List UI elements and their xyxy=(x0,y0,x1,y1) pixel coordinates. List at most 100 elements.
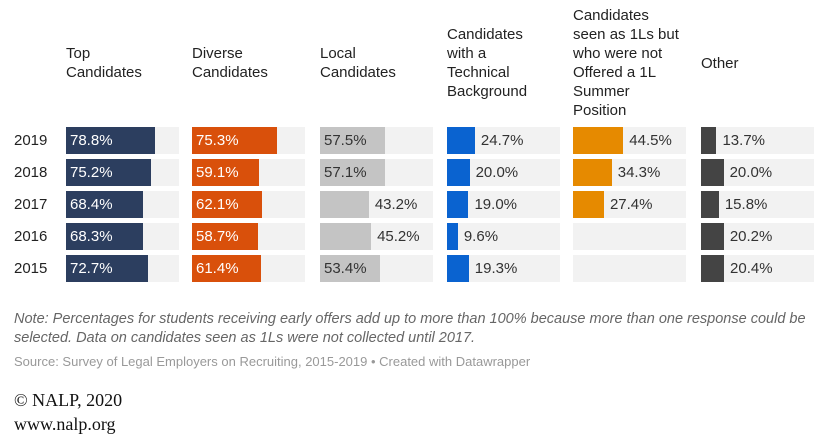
bar-track: 34.3% xyxy=(573,159,686,186)
value-label: 78.8% xyxy=(70,132,113,149)
bar-track: 57.5% xyxy=(320,127,433,154)
bar xyxy=(447,127,475,154)
copyright: © NALP, 2020 xyxy=(14,390,123,410)
bar xyxy=(320,159,385,186)
website-link[interactable]: www.nalp.org xyxy=(14,414,116,434)
chart-note: Note: Percentages for students receiving… xyxy=(14,311,806,346)
year-label: 2016 xyxy=(14,228,48,245)
value-label: 19.0% xyxy=(474,196,518,213)
value-label: 24.7% xyxy=(480,132,524,149)
value-label: 61.4% xyxy=(196,260,239,277)
bar-track: 61.4% xyxy=(192,255,305,282)
bar xyxy=(192,255,262,282)
bar xyxy=(701,223,724,250)
bar xyxy=(66,255,149,282)
bar xyxy=(701,127,717,154)
bar xyxy=(573,127,624,154)
bar xyxy=(320,127,385,154)
bar-track: 78.8% xyxy=(66,127,179,154)
bar-track: 19.0% xyxy=(447,191,560,218)
bar-track xyxy=(573,223,686,250)
bar-track: 58.7% xyxy=(192,223,305,250)
bar-track: 20.0% xyxy=(701,159,814,186)
column-header: Diverse Candidates xyxy=(192,45,268,81)
value-label: 20.0% xyxy=(475,164,519,181)
bar xyxy=(573,191,604,218)
value-label: 9.6% xyxy=(463,228,499,245)
bar xyxy=(192,191,263,218)
column-header: Candidates seen as 1Ls but who were not … xyxy=(573,7,679,119)
bar-track: 44.5% xyxy=(573,127,686,154)
value-label: 68.3% xyxy=(70,228,113,245)
bar xyxy=(447,255,469,282)
value-label: 45.2% xyxy=(377,228,420,245)
year-label: 2017 xyxy=(14,196,48,213)
bar-track: 20.0% xyxy=(447,159,560,186)
bar-track: 20.2% xyxy=(701,223,814,250)
bar xyxy=(447,191,469,218)
column-header: Candidates with a Technical Background xyxy=(447,26,528,100)
year-label: 2019 xyxy=(14,132,48,149)
bar-track: 68.4% xyxy=(66,191,179,218)
bar-track: 20.4% xyxy=(701,255,814,282)
value-label: 53.4% xyxy=(324,260,367,277)
value-label: 13.7% xyxy=(722,132,766,149)
bar-track: 59.1% xyxy=(192,159,305,186)
value-label: 20.0% xyxy=(729,164,773,181)
value-label: 68.4% xyxy=(70,196,113,213)
bar xyxy=(573,159,612,186)
bar-track: 24.7% xyxy=(447,127,560,154)
value-label: 72.7% xyxy=(70,260,113,277)
value-label: 62.1% xyxy=(196,196,239,213)
bar xyxy=(66,223,144,250)
value-label: 75.3% xyxy=(196,132,239,149)
bar xyxy=(192,223,259,250)
year-label: 2015 xyxy=(14,260,48,277)
bar-track: 43.2% xyxy=(320,191,433,218)
bar xyxy=(447,223,458,250)
value-label: 58.7% xyxy=(196,228,239,245)
value-label: 57.1% xyxy=(324,164,367,181)
value-label: 20.2% xyxy=(729,228,773,245)
bar xyxy=(701,159,724,186)
value-label: 19.3% xyxy=(474,260,518,277)
value-label: 75.2% xyxy=(70,164,113,181)
bar-track: 15.8% xyxy=(701,191,814,218)
chart-source: Source: Survey of Legal Employers on Rec… xyxy=(14,354,531,369)
bar-track: 62.1% xyxy=(192,191,305,218)
bar-track: 19.3% xyxy=(447,255,560,282)
bar xyxy=(701,191,719,218)
bar xyxy=(66,127,156,154)
bar-track: 27.4% xyxy=(573,191,686,218)
column-header: Top Candidates xyxy=(66,45,142,81)
bar xyxy=(66,159,151,186)
bar-track: 68.3% xyxy=(66,223,179,250)
column-header: Local Candidates xyxy=(320,45,396,81)
value-label: 59.1% xyxy=(196,164,239,181)
value-label: 43.2% xyxy=(374,196,418,213)
bar-track: 75.3% xyxy=(192,127,305,154)
bar-track: 13.7% xyxy=(701,127,814,154)
bar xyxy=(701,255,725,282)
bar xyxy=(447,159,470,186)
bar-track: 72.7% xyxy=(66,255,179,282)
bar xyxy=(320,191,369,218)
bar-track: 9.6% xyxy=(447,223,560,250)
value-label: 44.5% xyxy=(629,132,672,149)
bar-track: 45.2% xyxy=(320,223,433,250)
bar xyxy=(320,255,381,282)
value-label: 34.3% xyxy=(617,164,661,181)
value-label: 20.4% xyxy=(730,260,773,277)
value-label: 27.4% xyxy=(609,196,653,213)
bar xyxy=(192,127,278,154)
column-header: Other xyxy=(701,54,739,72)
bar xyxy=(66,191,144,218)
bar-track: 57.1% xyxy=(320,159,433,186)
value-label: 57.5% xyxy=(324,132,367,149)
year-label: 2018 xyxy=(14,164,48,181)
bar xyxy=(320,223,372,250)
bar-track xyxy=(573,255,686,282)
bar-track: 75.2% xyxy=(66,159,179,186)
value-label: 15.8% xyxy=(724,196,768,213)
bar xyxy=(192,159,259,186)
